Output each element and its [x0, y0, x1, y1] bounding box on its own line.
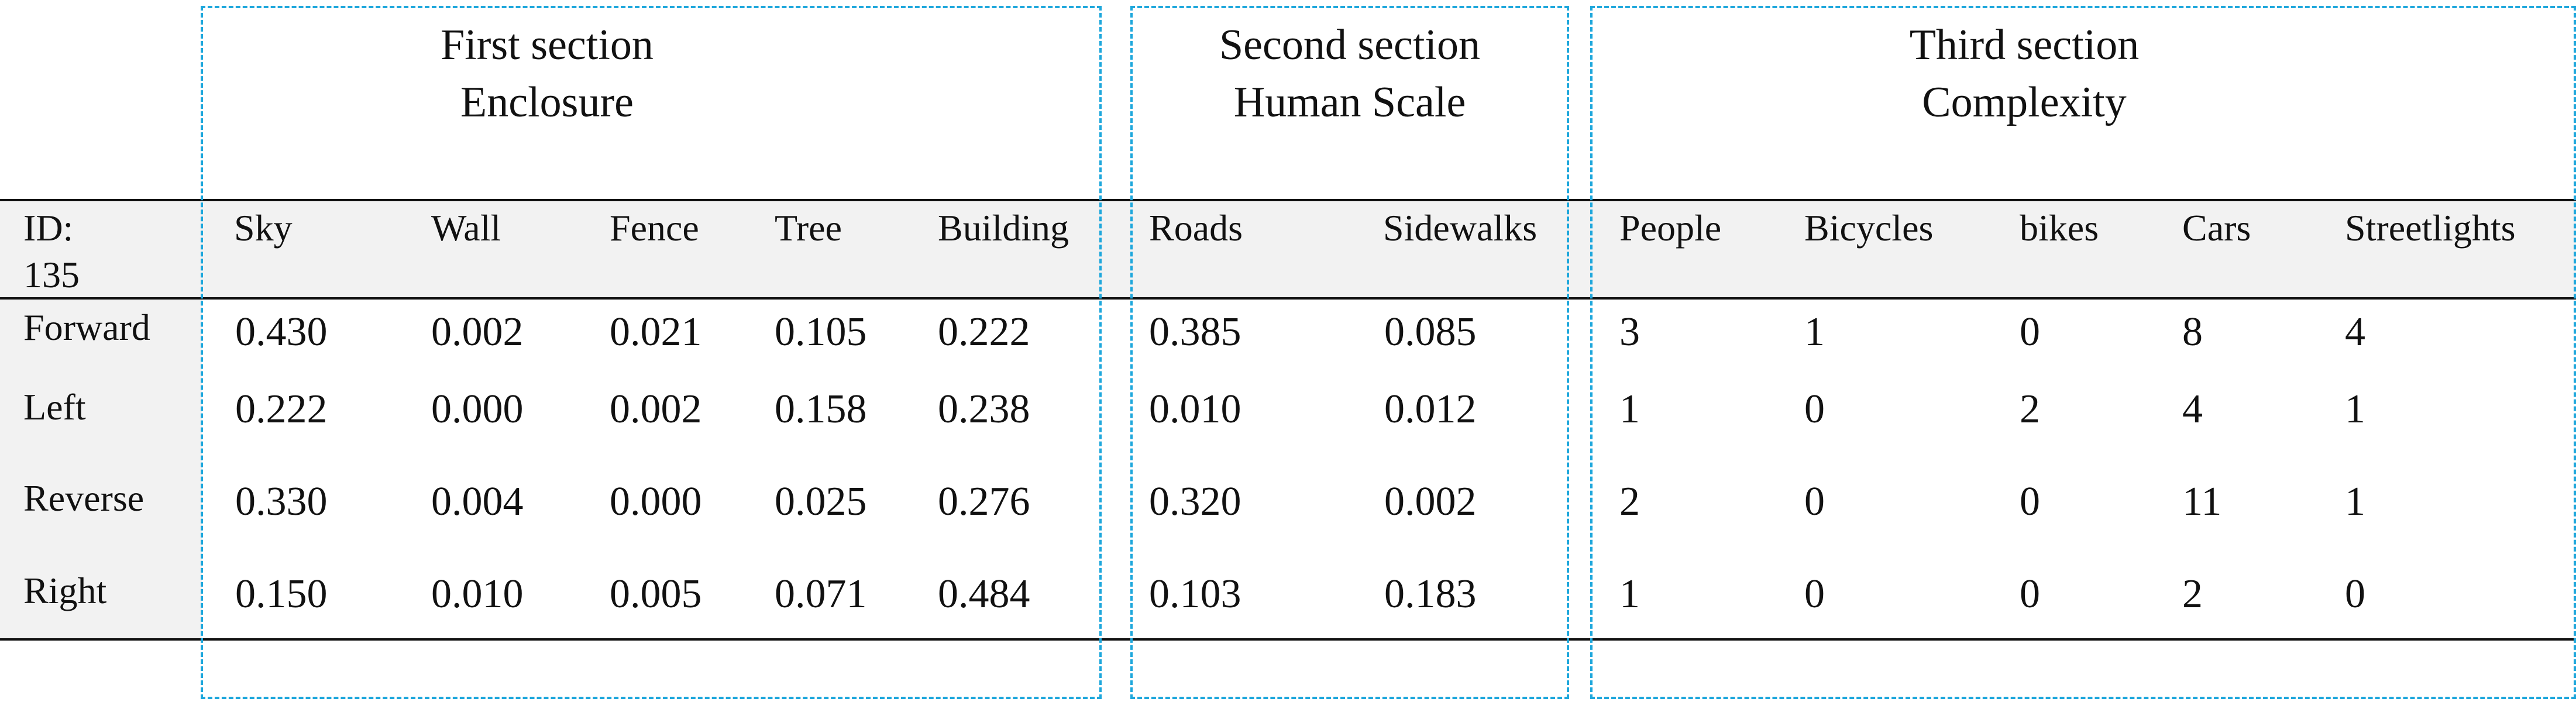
table-cell: 0.085 [1384, 309, 1477, 355]
table-cell: 3 [1619, 309, 1640, 355]
column-header-bikes: bikes [2020, 207, 2099, 249]
table-cell: 0.010 [1149, 387, 1241, 432]
table-cell: 1 [1619, 387, 1640, 432]
table-cell: 2 [2020, 387, 2040, 432]
table-cell: 0.002 [431, 309, 524, 355]
table-cell: 4 [2182, 387, 2203, 432]
section-1-name: First section [441, 21, 654, 69]
table-cell: 2 [2182, 572, 2203, 617]
section-3-subtitle: Complexity [1922, 78, 2127, 126]
table-cell: 0.276 [938, 479, 1030, 524]
table-cell: 0.238 [938, 387, 1030, 432]
table-cell: 0.002 [610, 387, 702, 432]
column-header-tree: Tree [775, 207, 842, 249]
table-cell: 0.002 [1384, 479, 1477, 524]
row-label-forward: Forward [23, 307, 150, 348]
column-header-building: Building [938, 207, 1069, 249]
table-cell: 0.000 [431, 387, 524, 432]
table-cell: 0.000 [610, 479, 702, 524]
table-cell: 0 [1804, 387, 1825, 432]
table-cell: 0.158 [775, 387, 867, 432]
table-cell: 0 [2345, 572, 2365, 617]
column-header-band [0, 199, 2576, 300]
table-cell: 1 [1804, 309, 1825, 355]
table-cell: 0.222 [938, 309, 1030, 355]
table-cell: 0.385 [1149, 309, 1241, 355]
column-header-sky: Sky [234, 207, 293, 249]
column-header-sidewalks: Sidewalks [1383, 207, 1538, 249]
column-header-wall: Wall [431, 207, 501, 249]
table-cell: 0.021 [610, 309, 702, 355]
table-cell: 0.025 [775, 479, 867, 524]
table-cell: 11 [2182, 479, 2222, 524]
table-cell: 1 [2345, 387, 2365, 432]
table-cell: 0.320 [1149, 479, 1241, 524]
section-2-subtitle: Human Scale [1233, 78, 1466, 126]
table-cell: 0.005 [610, 572, 702, 617]
id-value: 135 [23, 254, 80, 295]
table-cell: 0.430 [235, 309, 328, 355]
table-cell: 0.071 [775, 572, 867, 617]
column-header-people: People [1619, 207, 1722, 249]
section-title-complexity: Third section Complexity [1591, 16, 2457, 131]
table-cell: 0.103 [1149, 572, 1241, 617]
table-bottom-rule [0, 638, 2576, 641]
table-cell: 0.484 [938, 572, 1030, 617]
table-cell: 0 [2020, 479, 2040, 524]
section-1-subtitle: Enclosure [460, 78, 634, 126]
table-cell: 4 [2345, 309, 2365, 355]
row-label-left: Left [23, 386, 86, 428]
table-cell: 0.004 [431, 479, 524, 524]
row-label-band [0, 300, 202, 640]
table-cell: 0.150 [235, 572, 328, 617]
table-cell: 2 [1619, 479, 1640, 524]
table-cell: 0.105 [775, 309, 867, 355]
column-header-streetlights: Streetlights [2345, 207, 2516, 249]
section-title-human-scale: Second section Human Scale [1130, 16, 1569, 131]
table-cell: 0.330 [235, 479, 328, 524]
table-cell: 0 [2020, 572, 2040, 617]
column-header-cars: Cars [2182, 207, 2251, 249]
table-cell: 0.222 [235, 387, 328, 432]
column-header-roads: Roads [1149, 207, 1243, 249]
table-cell: 1 [2345, 479, 2365, 524]
section-2-name: Second section [1219, 21, 1480, 69]
table-cell: 0.183 [1384, 572, 1477, 617]
table-cell: 0 [2020, 309, 2040, 355]
table-cell: 0 [1804, 572, 1825, 617]
id-label: ID: 135 [23, 205, 80, 298]
table-cell: 1 [1619, 572, 1640, 617]
row-label-reverse: Reverse [23, 477, 145, 519]
table-cell: 8 [2182, 309, 2203, 355]
table-cell: 0.010 [431, 572, 524, 617]
section-title-enclosure: First section Enclosure [202, 16, 892, 131]
column-header-fence: Fence [610, 207, 699, 249]
table-cell: 0 [1804, 479, 1825, 524]
row-label-right: Right [23, 570, 107, 611]
section-3-name: Third section [1909, 21, 2140, 69]
table-cell: 0.012 [1384, 387, 1477, 432]
id-caption: ID: [23, 207, 74, 249]
column-header-bicycles: Bicycles [1804, 207, 1934, 249]
